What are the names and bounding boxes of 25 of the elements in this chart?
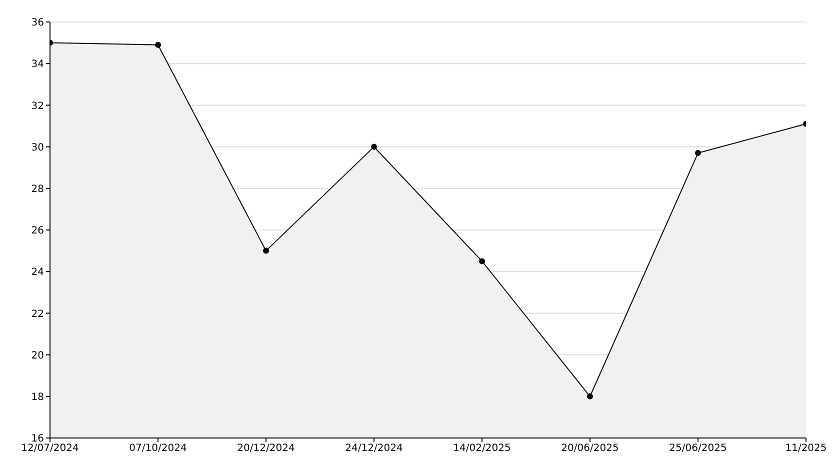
point	[695, 150, 701, 156]
y-tick-label: 28	[31, 184, 44, 195]
y-tick-label: 22	[31, 308, 44, 320]
y-tick-label: 20	[31, 350, 44, 362]
x-tick-label: 07/10/2024	[129, 443, 187, 454]
y-tick-label: 30	[31, 142, 44, 154]
x-tick-label: 14/02/2025	[453, 443, 511, 454]
point	[263, 248, 269, 254]
y-tick-label: 36	[31, 18, 44, 29]
x-tick-label: 11/2025	[785, 443, 827, 454]
x-tick-label: 20/12/2024	[237, 443, 295, 454]
point	[371, 144, 377, 150]
x-tick-label: 12/07/2024	[21, 443, 79, 454]
y-tick-label: 32	[31, 100, 44, 112]
x-tick-label: 24/12/2024	[345, 443, 403, 454]
x-tick-label: 25/06/2025	[669, 443, 727, 454]
x-tick-label: 20/06/2025	[561, 443, 619, 454]
point	[587, 393, 593, 400]
point	[155, 42, 161, 48]
y-tick-label: 24	[31, 267, 44, 278]
y-tick-label: 26	[31, 226, 44, 237]
y-tick-label: 34	[31, 59, 44, 70]
point	[479, 258, 485, 264]
y-tick-label: 16	[31, 434, 44, 445]
y-tick-label: 18	[31, 392, 44, 403]
